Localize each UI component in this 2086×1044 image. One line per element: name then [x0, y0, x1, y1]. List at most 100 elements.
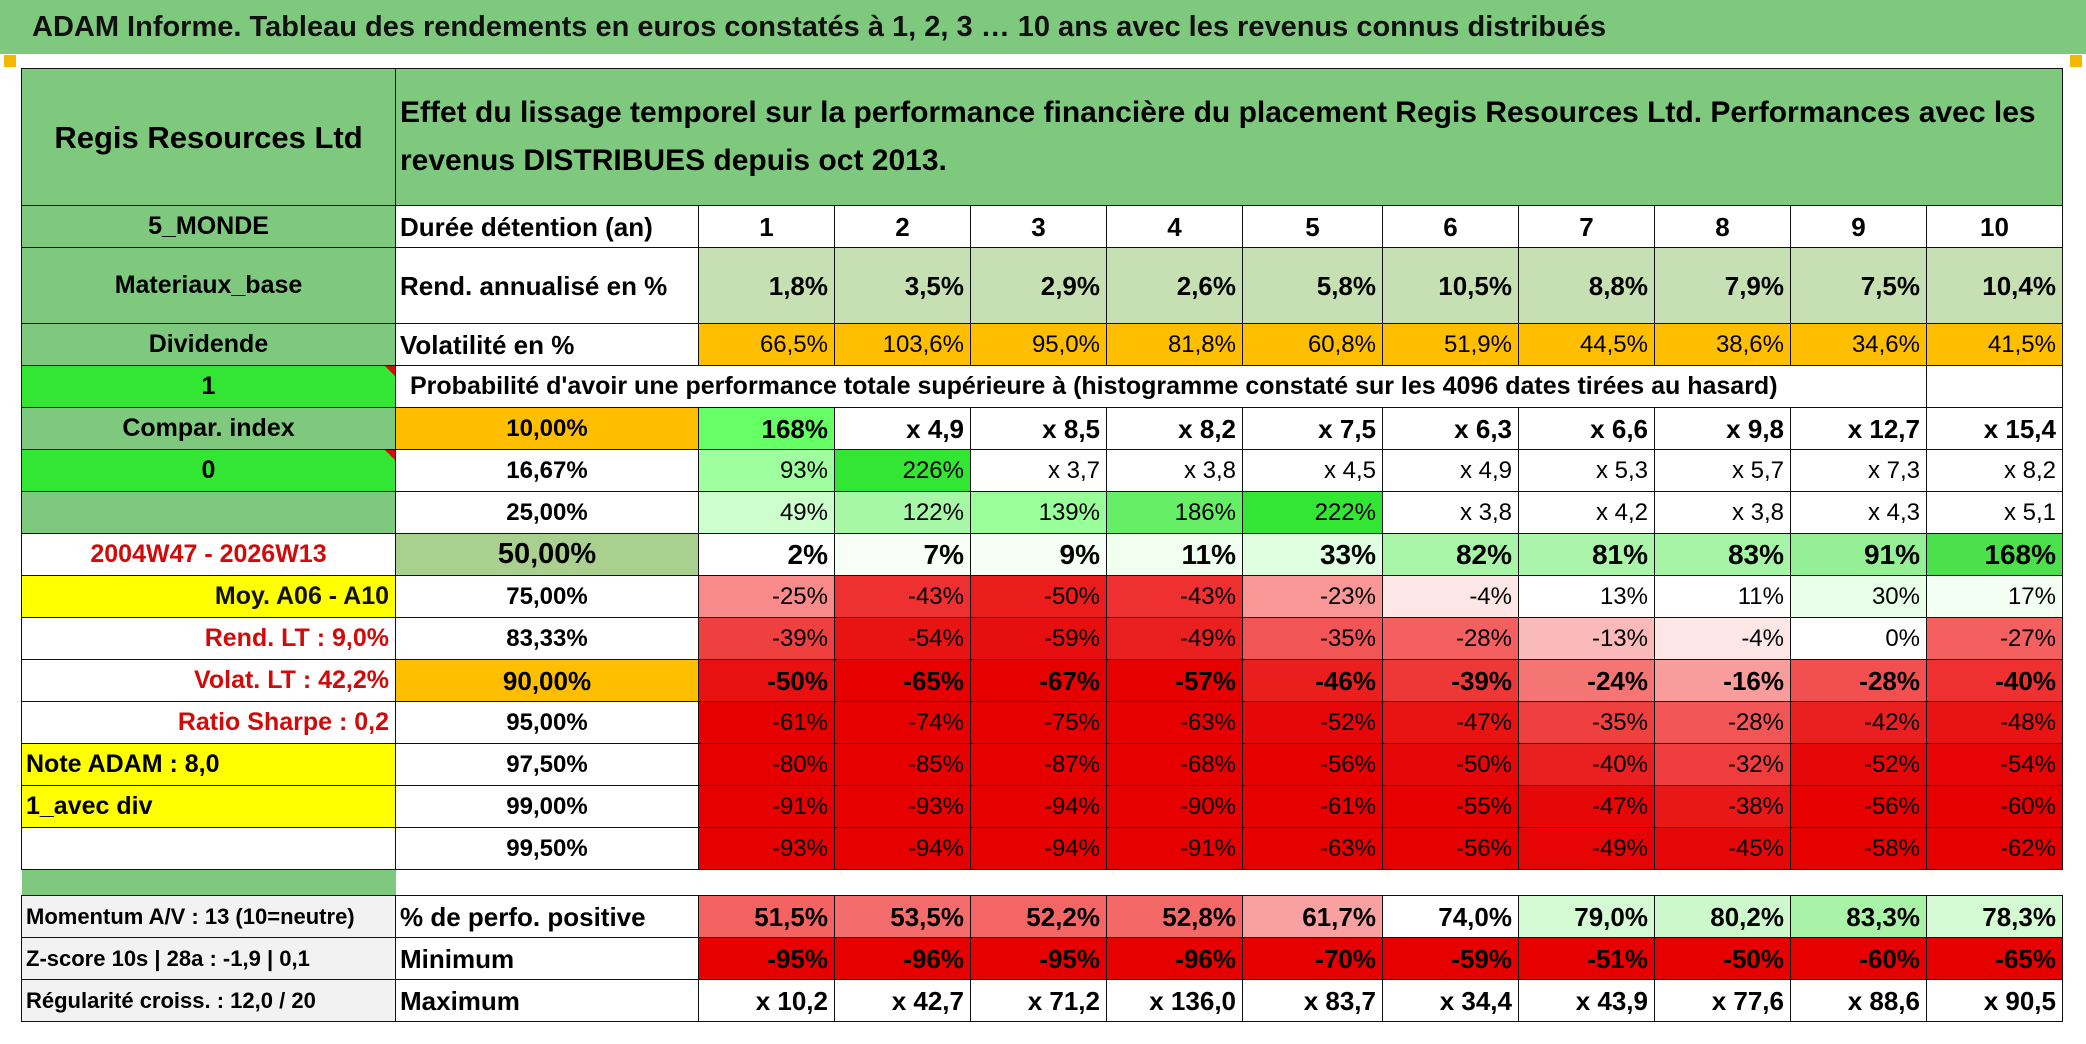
prob-cell: -13%	[1518, 617, 1655, 660]
prob-cell: -61%	[698, 701, 835, 744]
prob-cell: -63%	[1106, 701, 1243, 744]
sector-label: Materiaux_base	[21, 247, 396, 324]
prob-cell: -50%	[1382, 743, 1519, 786]
prob-cell: -43%	[834, 575, 971, 618]
minimum-cell: -70%	[1242, 937, 1383, 980]
prob-cell: -40%	[1518, 743, 1655, 786]
prob-cell: x 8,2	[1106, 407, 1243, 450]
volat-lt-label: Volat. LT : 42,2%	[21, 659, 396, 702]
maximum-cell: x 88,6	[1790, 979, 1927, 1022]
maximum-cell: x 43,9	[1518, 979, 1655, 1022]
prob-cell: -25%	[698, 575, 835, 618]
prob-pct: 99,00%	[395, 785, 699, 828]
positive-cell: 51,5%	[698, 895, 835, 938]
type-label: Dividende	[21, 323, 396, 366]
prob-cell: 91%	[1790, 533, 1927, 576]
period-label: 2004W47 - 2026W13	[21, 533, 396, 576]
prob-cell: -75%	[970, 701, 1107, 744]
prob-pct: 99,50%	[395, 827, 699, 870]
positive-cell: 61,7%	[1242, 895, 1383, 938]
maximum-cell: x 83,7	[1242, 979, 1383, 1022]
positive-label: % de perfo. positive	[395, 895, 699, 938]
prob-cell: -27%	[1926, 617, 2063, 660]
prob-cell: -68%	[1106, 743, 1243, 786]
prob-cell: -28%	[1382, 617, 1519, 660]
prob-cell: -54%	[1926, 743, 2063, 786]
prob-cell: 168%	[698, 407, 835, 450]
prob-cell: -57%	[1106, 659, 1243, 702]
positive-row: Momentum A/V : 13 (10=neutre) % de perfo…	[21, 895, 2063, 938]
prob-cell: -56%	[1382, 827, 1519, 870]
prob-cell: x 7,5	[1242, 407, 1383, 450]
prob-cell: 30%	[1790, 575, 1927, 618]
prob-cell: 11%	[1654, 575, 1791, 618]
performance-table-wrap: Regis Resources Ltd Effet du lissage tem…	[21, 68, 2063, 1022]
prob-row: Moy. A06 - A10 75,00% -25% -43% -50% -43…	[21, 575, 2063, 618]
note-label: Note ADAM : 8,0	[21, 743, 396, 786]
regularite-label: Régularité croiss. : 12,0 / 20	[21, 979, 396, 1022]
prob-cell: -90%	[1106, 785, 1243, 828]
prob-cell: x 4,9	[834, 407, 971, 450]
prob-row: Compar. index 10,00% 168% x 4,9 x 8,5 x …	[21, 407, 2063, 450]
prob-cell: 226%	[834, 449, 971, 492]
prob-cell: 9%	[970, 533, 1107, 576]
volat-row: Dividende Volatilité en % 66,5% 103,6% 9…	[21, 323, 2063, 366]
prob-pct: 50,00%	[395, 533, 699, 576]
prob-cell: x 4,5	[1242, 449, 1383, 492]
year-header: 4	[1106, 205, 1243, 248]
volat-cell: 34,6%	[1790, 323, 1927, 366]
prob-cell: 82%	[1382, 533, 1519, 576]
prob-cell: -16%	[1654, 659, 1791, 702]
rend-cell: 8,8%	[1518, 247, 1655, 324]
year-header: 7	[1518, 205, 1655, 248]
maximum-row: Régularité croiss. : 12,0 / 20 Maximum x…	[21, 979, 2063, 1022]
prob-cell: x 5,1	[1926, 491, 2063, 534]
prob-cell: x 4,9	[1382, 449, 1519, 492]
prob-cell: -61%	[1242, 785, 1383, 828]
gap-green-bar	[21, 869, 396, 896]
prob-cell: -59%	[970, 617, 1107, 660]
prob-cell: x 9,8	[1654, 407, 1791, 450]
empty-cell	[21, 827, 396, 870]
prob-pct: 16,67%	[395, 449, 699, 492]
prob-pct: 90,00%	[395, 659, 699, 702]
prob-cell: -62%	[1926, 827, 2063, 870]
minimum-cell: -50%	[1654, 937, 1791, 980]
prob-cell: 0%	[1790, 617, 1927, 660]
prob-cell: -24%	[1518, 659, 1655, 702]
corner-marker-right	[2070, 55, 2082, 67]
volat-cell: 103,6%	[834, 323, 971, 366]
prob-cell: -91%	[698, 785, 835, 828]
prob-cell: 168%	[1926, 533, 2063, 576]
minimum-cell: -51%	[1518, 937, 1655, 980]
prob-cell: -56%	[1790, 785, 1927, 828]
prob-cell: -94%	[970, 827, 1107, 870]
prob-cell: -93%	[834, 785, 971, 828]
prob-cell: 17%	[1926, 575, 2063, 618]
prob-cell: -55%	[1382, 785, 1519, 828]
prob-cell: -65%	[834, 659, 971, 702]
prob-cell: -67%	[970, 659, 1107, 702]
prob-cell: -87%	[970, 743, 1107, 786]
year-header: 1	[698, 205, 835, 248]
prob-cell: -45%	[1654, 827, 1791, 870]
gap-row	[21, 869, 2063, 896]
zscore-label: Z-score 10s | 28a : -1,9 | 0,1	[21, 937, 396, 980]
prob-cell: -56%	[1242, 743, 1383, 786]
rend-cell: 7,9%	[1654, 247, 1791, 324]
prob-cell: x 6,3	[1382, 407, 1519, 450]
prob-cell: -47%	[1518, 785, 1655, 828]
rend-cell: 7,5%	[1790, 247, 1927, 324]
prob-cell: -35%	[1242, 617, 1383, 660]
volat-cell: 44,5%	[1518, 323, 1655, 366]
prob-cell: x 5,3	[1518, 449, 1655, 492]
prob-cell: 49%	[698, 491, 835, 534]
prob-cell: -49%	[1106, 617, 1243, 660]
prob-cell: x 12,7	[1790, 407, 1927, 450]
prob-cell: -42%	[1790, 701, 1927, 744]
prob-cell: -28%	[1654, 701, 1791, 744]
prob-cell: -54%	[834, 617, 971, 660]
table-description: Effet du lissage temporel sur la perform…	[395, 68, 2063, 206]
prob-cell: -32%	[1654, 743, 1791, 786]
positive-cell: 52,8%	[1106, 895, 1243, 938]
